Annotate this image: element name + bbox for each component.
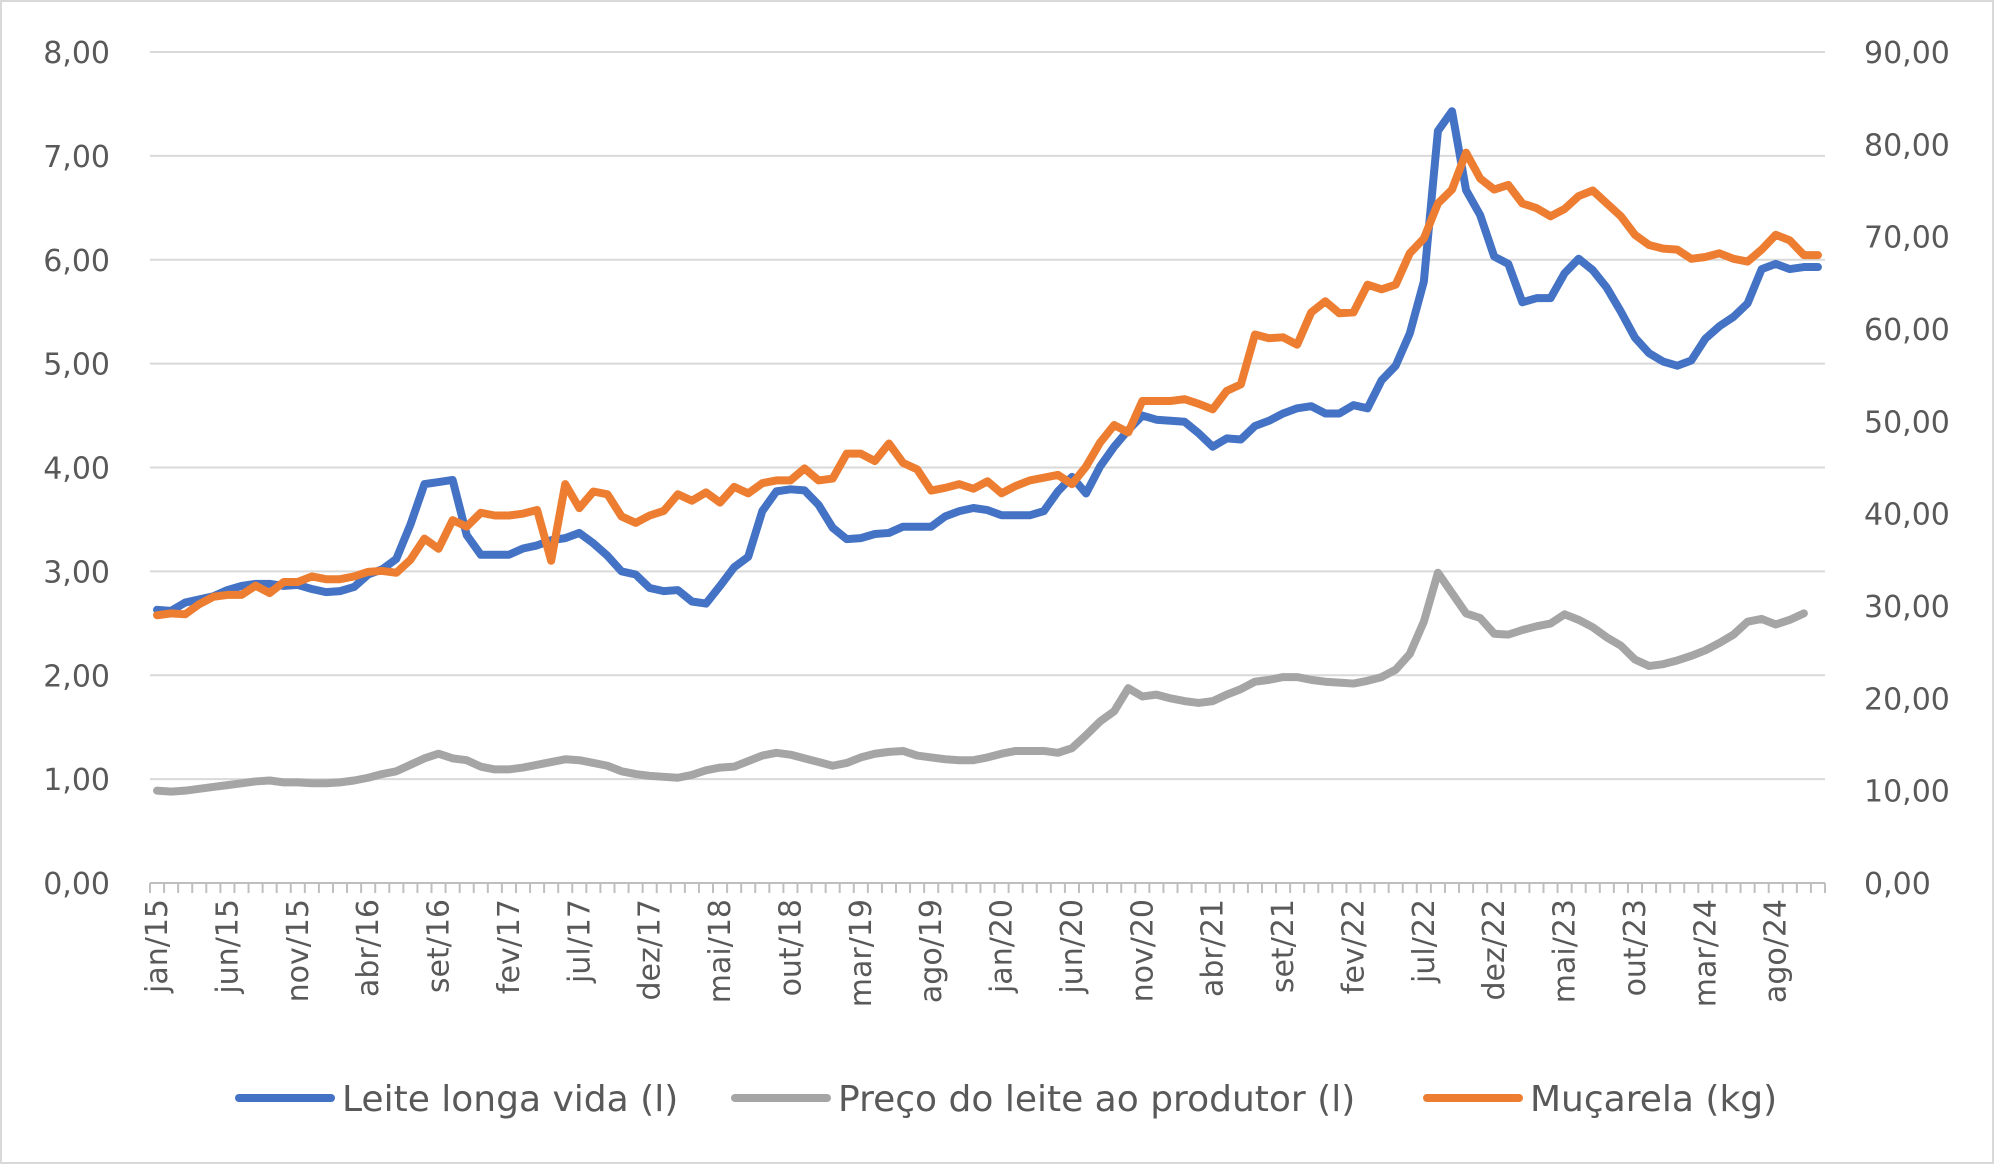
x-axis-tick-label: dez/17: [633, 899, 668, 1001]
right-axis-tick-label: 40,00: [1864, 498, 1950, 533]
left-axis-tick-label: 6,00: [43, 244, 110, 279]
x-axis-tick-label: jul/22: [1407, 899, 1442, 984]
x-axis-tick-label: mai/18: [703, 899, 738, 1003]
left-axis-tick-label: 5,00: [43, 348, 110, 383]
series-lines: [153, 107, 1822, 796]
x-axis-tick-label: set/21: [1266, 899, 1301, 993]
x-axis-tick-label: mai/23: [1548, 899, 1583, 1003]
right-axis-tick-label: 50,00: [1864, 405, 1950, 440]
left-axis-tick-label: 3,00: [43, 555, 110, 590]
x-axis-tick-label: nov/15: [281, 899, 316, 1002]
right-axis-tick-label: 30,00: [1864, 590, 1950, 625]
right-axis-tick-label: 20,00: [1864, 682, 1950, 717]
x-axis-tick-label: fev/22: [1336, 899, 1371, 994]
legend-label-3: Muçarela (kg): [1530, 1079, 1777, 1120]
x-axis-tick-label: ago/24: [1759, 899, 1794, 1003]
right-axis-tick-label: 90,00: [1864, 36, 1950, 71]
right-axis-tick-label: 10,00: [1864, 775, 1950, 810]
x-axis-tick-label: set/16: [422, 899, 457, 993]
left-axis-tick-labels: 0,00 1,00 2,00 3,00 4,00 5,00 6,00 7,00 8,00: [43, 36, 110, 902]
left-axis-tick-label: 7,00: [43, 140, 110, 175]
right-axis-tick-label: 60,00: [1864, 313, 1950, 348]
x-axis-tick-label: nov/20: [1125, 899, 1160, 1002]
x-axis-tick-label: out/23: [1618, 899, 1653, 996]
axes: [149, 882, 1826, 893]
left-axis-tick-label: 4,00: [43, 452, 110, 487]
x-axis-tick-label: jul/17: [562, 899, 597, 984]
x-axis-tick-label: fev/17: [492, 899, 527, 994]
right-axis-tick-label: 70,00: [1864, 221, 1950, 256]
x-axis-tick-label: abr/21: [1196, 899, 1231, 997]
legend-label-1: Leite longa vida (l): [342, 1079, 678, 1120]
legend-label-2: Preço do leite ao produtor (l): [838, 1079, 1355, 1120]
left-axis-tick-label: 8,00: [43, 36, 110, 71]
gridlines: [150, 51, 1825, 781]
right-axis-tick-label: 0,00: [1864, 867, 1931, 902]
left-axis-tick-label: 0,00: [43, 867, 110, 902]
x-axis-tick-label: ago/19: [914, 899, 949, 1003]
x-axis-tick-label: jun/20: [1055, 899, 1090, 995]
x-axis-tick-labels: jan/15 jun/15 nov/15 abr/16 set/16 fev/17 jul/…: [140, 899, 1794, 1007]
x-axis-tick-label: jun/15: [210, 899, 245, 995]
series-line-2: [153, 568, 1808, 796]
series-line-1: [153, 107, 1822, 615]
x-axis-tick-label: abr/16: [351, 899, 386, 997]
left-axis-tick-label: 2,00: [43, 659, 110, 694]
right-axis-tick-labels: 0,00 10,00 20,00 30,00 40,00 50,00 60,00 70,00 8…: [1864, 36, 1950, 902]
x-axis-tick-label: dez/22: [1477, 899, 1512, 1001]
x-axis-tick-label: mar/19: [844, 899, 879, 1007]
x-axis-tick-label: jan/20: [985, 899, 1020, 994]
left-axis-tick-label: 1,00: [43, 763, 110, 798]
x-axis-tick-label: jan/15: [140, 899, 175, 994]
legend: Leite longa vida (l) Preço do leite ao pr…: [235, 1079, 1777, 1120]
right-axis-tick-label: 80,00: [1864, 128, 1950, 163]
x-axis-tick-label: out/18: [773, 899, 808, 996]
x-axis-tick-label: mar/24: [1688, 899, 1723, 1007]
series-line-3: [153, 148, 1822, 620]
